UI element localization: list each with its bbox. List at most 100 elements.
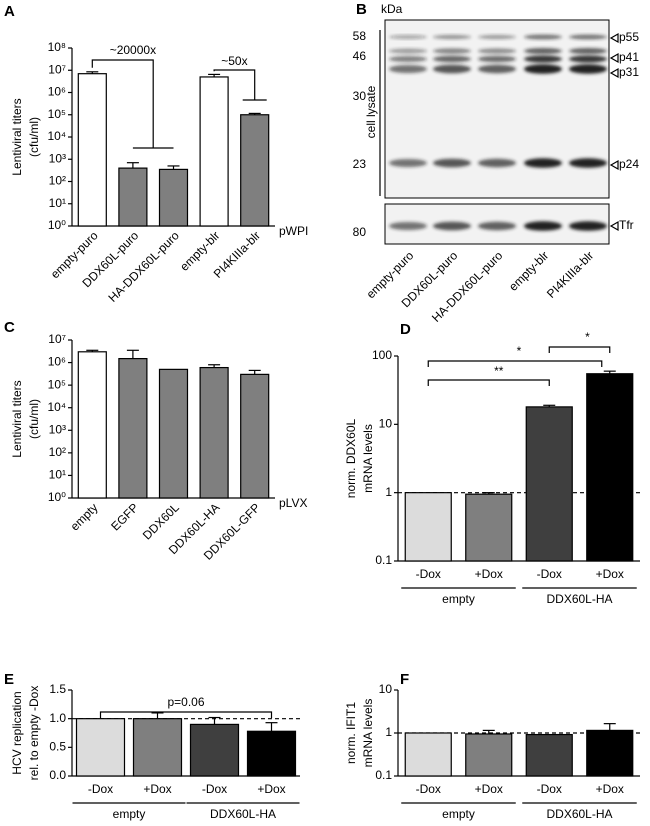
x-tick-label: +Dox: [596, 782, 624, 796]
annotation: ~20000x: [110, 43, 156, 57]
band-arrow: [609, 32, 619, 44]
panel-letter: E: [4, 671, 14, 688]
band: [433, 55, 471, 63]
band: [433, 34, 471, 40]
annotation: p=0.06: [167, 695, 204, 709]
panel-letter: C: [4, 319, 15, 336]
y-tick-label: 10¹: [49, 196, 66, 210]
lane-label: PI4KIIIa-blr: [544, 248, 596, 300]
x-tick-label: -Dox: [202, 782, 227, 796]
x-tick-label: +Dox: [257, 782, 285, 796]
marker-label: 58: [353, 29, 367, 43]
y-tick-label: 10⁴: [47, 400, 66, 414]
y-tick-label: 10⁷: [48, 62, 66, 76]
band: [389, 222, 427, 230]
chart: C Lentiviral titers (cfu/ml) 10⁰ 10¹ 10² 10³ 10…: [4, 319, 307, 563]
western-blot: B kDa cell lysate: [356, 1, 610, 245]
band: [433, 48, 471, 54]
x-tick-label: +Dox: [596, 567, 624, 581]
bar: [525, 733, 573, 777]
x-tick-label: HA-DDX60L-puro: [105, 228, 182, 305]
x-tick-label: +Dox: [475, 782, 503, 796]
bar: [189, 723, 240, 777]
bracket: [91, 59, 174, 149]
bar: [586, 373, 634, 562]
annotation: *: [517, 344, 522, 358]
y-tick-label: 0.1: [375, 768, 392, 782]
band: [478, 64, 516, 74]
y-tick-label: 10⁰: [48, 490, 66, 504]
band: [478, 221, 516, 231]
bands: [389, 34, 607, 231]
y-tick-label: 10: [379, 417, 393, 431]
x-tick-label: -Dox: [416, 782, 441, 796]
bar: [404, 492, 452, 562]
band: [524, 34, 562, 40]
band: [389, 56, 427, 62]
band: [478, 158, 516, 168]
annotation: *: [585, 330, 590, 344]
bar: [240, 373, 270, 499]
panel-letter: F: [400, 671, 409, 688]
lane-label: empty-blr: [506, 248, 551, 293]
y-tick-label: 100: [372, 348, 392, 362]
group-label: empty: [442, 807, 475, 821]
bracket: [427, 360, 603, 367]
band-label: p41: [619, 50, 639, 64]
bracket: [427, 379, 550, 386]
panel-letter: D: [400, 321, 411, 338]
band-arrow: [609, 52, 619, 64]
y-tick-label: 10⁸: [48, 40, 66, 54]
bar: [132, 718, 183, 777]
band: [433, 158, 471, 168]
y-tick-label: 10⁶: [48, 355, 66, 369]
y-axis-label: (cfu/ml): [27, 399, 41, 439]
bar: [77, 351, 107, 499]
y-tick-label: 10³: [49, 422, 66, 436]
x-axis-label: pLVX: [279, 496, 307, 510]
band-arrow: [609, 220, 619, 232]
blot-upper: [384, 19, 610, 199]
band: [389, 35, 427, 39]
band: [569, 48, 607, 54]
band: [524, 221, 562, 231]
marker-label: 23: [353, 157, 367, 171]
chart: E HCV replication rel. to empty -Dox 0.0 0.5…: [4, 671, 300, 821]
band-label: Tfr: [619, 218, 634, 232]
group-label: DDX60L-HA: [546, 807, 612, 821]
bar: [199, 76, 229, 227]
bar: [75, 718, 126, 777]
band: [524, 158, 562, 168]
band: [478, 55, 516, 63]
bar: [240, 114, 270, 227]
x-tick-label: empty: [68, 500, 101, 533]
band: [478, 34, 516, 40]
marker-label: 80: [353, 225, 367, 239]
x-tick-label: -Dox: [88, 782, 113, 796]
y-axis-label: rel. to empty -Dox: [27, 686, 41, 781]
band: [569, 158, 607, 168]
y-tick-label: 10⁴: [47, 129, 66, 143]
band: [524, 55, 562, 63]
bar: [199, 366, 229, 499]
y-tick-label: 0.1: [375, 553, 392, 567]
y-tick-label: 10²: [49, 445, 66, 459]
x-tick-label: +Dox: [143, 782, 171, 796]
group-label: DDX60L-HA: [546, 592, 612, 606]
y-axis-label: norm. DDX60L: [344, 418, 358, 498]
y-axis-label: mRNA levels: [361, 424, 375, 493]
bar: [525, 406, 573, 562]
panel-letter: A: [4, 3, 15, 20]
band: [569, 221, 607, 231]
y-tick-label: 10⁰: [48, 218, 66, 232]
y-axis-label: (cfu/ml): [27, 117, 41, 157]
band: [389, 65, 427, 73]
group-label: empty: [442, 592, 475, 606]
y-tick-label: 10⁵: [48, 377, 66, 391]
y-tick-label: 10: [379, 682, 393, 696]
annotation: ~50x: [221, 54, 247, 68]
annotation: **: [494, 364, 504, 378]
band-arrow: [609, 67, 619, 79]
